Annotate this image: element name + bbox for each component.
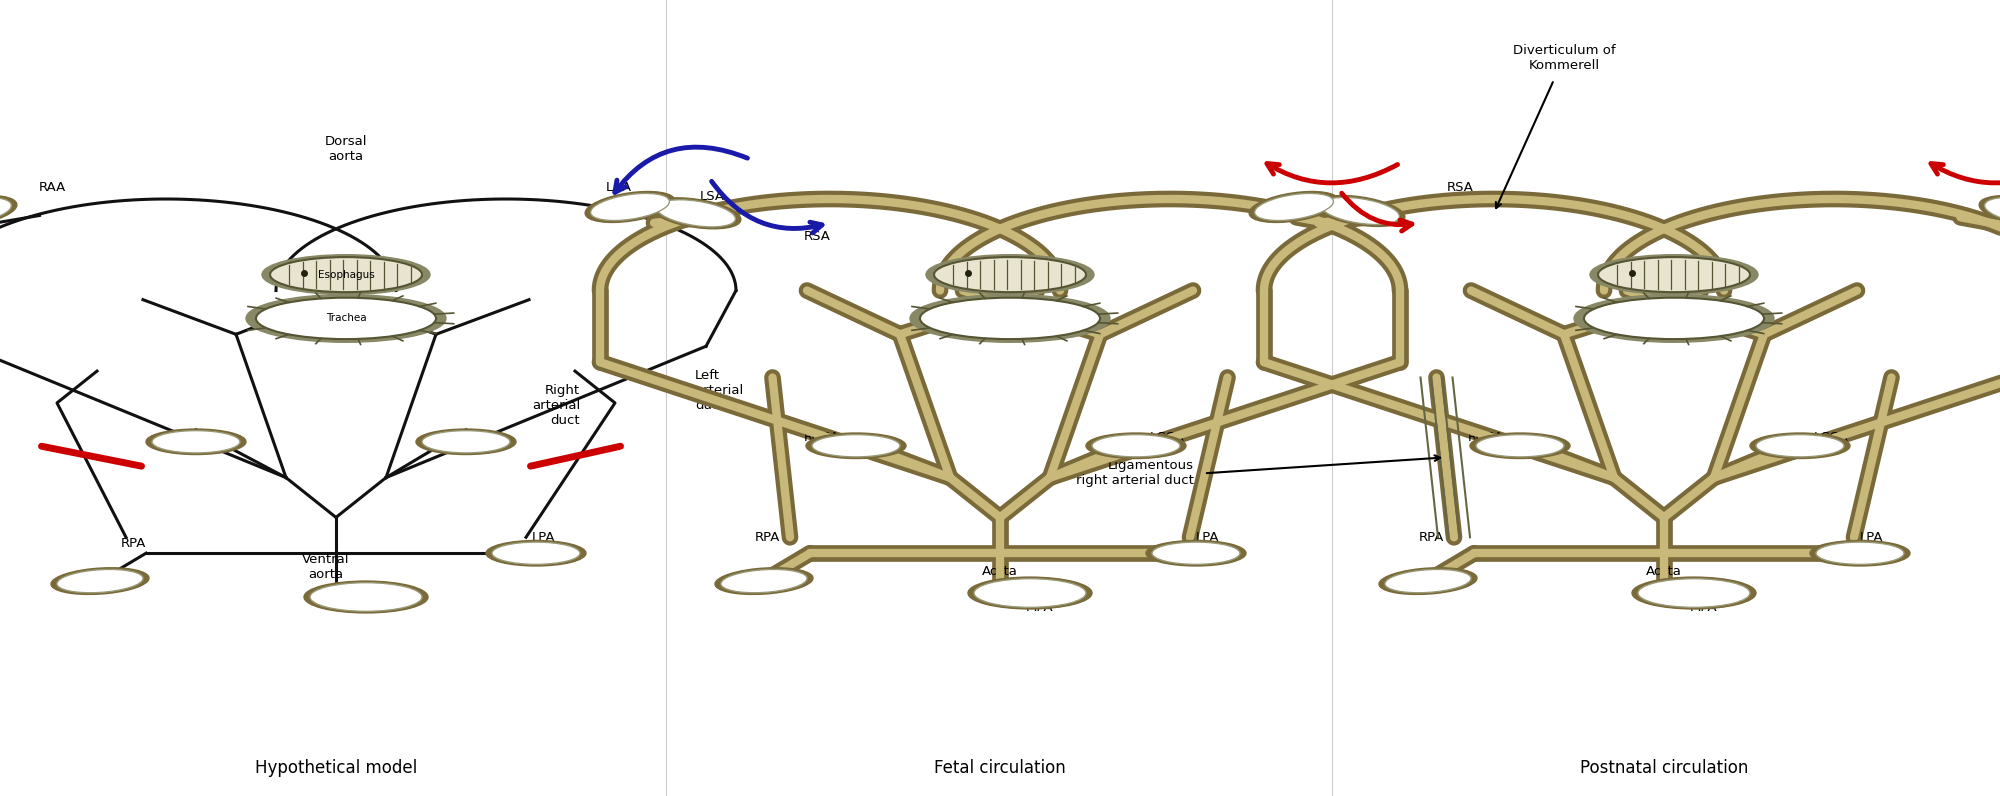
- Ellipse shape: [590, 193, 670, 220]
- Text: LCCA: LCCA: [1814, 431, 1848, 444]
- Text: LPA: LPA: [532, 531, 556, 544]
- Text: Aorta: Aorta: [1646, 565, 1682, 578]
- Ellipse shape: [246, 295, 446, 342]
- Ellipse shape: [1316, 196, 1404, 226]
- Text: Diverticulum of
Kommerell: Diverticulum of Kommerell: [1512, 44, 1616, 72]
- Text: Fetal circulation: Fetal circulation: [934, 759, 1066, 777]
- Text: Esophagus: Esophagus: [318, 270, 374, 279]
- Ellipse shape: [1320, 197, 1400, 224]
- Text: MPA: MPA: [1026, 601, 1054, 614]
- Text: Ventral
aorta: Ventral aorta: [302, 553, 350, 581]
- Text: LPA: LPA: [1860, 531, 1884, 544]
- Ellipse shape: [256, 298, 436, 339]
- Ellipse shape: [1086, 433, 1186, 458]
- Text: MPA: MPA: [362, 597, 390, 610]
- Ellipse shape: [586, 192, 674, 222]
- Ellipse shape: [1638, 579, 1750, 607]
- Text: RCCA: RCCA: [804, 431, 840, 444]
- Ellipse shape: [1810, 540, 1910, 566]
- Ellipse shape: [910, 295, 1110, 342]
- Text: Hypothetical model: Hypothetical model: [254, 759, 418, 777]
- Ellipse shape: [1152, 542, 1240, 564]
- Ellipse shape: [1756, 435, 1844, 457]
- Ellipse shape: [486, 540, 586, 566]
- Ellipse shape: [1250, 192, 1338, 222]
- Ellipse shape: [926, 255, 1094, 295]
- Text: RCCA: RCCA: [1468, 431, 1504, 444]
- Ellipse shape: [652, 198, 740, 228]
- Ellipse shape: [720, 569, 808, 593]
- Text: RPA: RPA: [1418, 531, 1444, 544]
- Ellipse shape: [50, 568, 150, 595]
- Text: RSA: RSA: [1448, 181, 1474, 193]
- Ellipse shape: [812, 435, 900, 457]
- Ellipse shape: [310, 583, 422, 611]
- Text: Ligamentous
right arterial duct: Ligamentous right arterial duct: [1076, 459, 1194, 487]
- Ellipse shape: [1590, 255, 1758, 295]
- Text: Postnatal circulation: Postnatal circulation: [1580, 759, 1748, 777]
- Ellipse shape: [146, 429, 246, 455]
- Ellipse shape: [56, 569, 144, 593]
- Ellipse shape: [1384, 569, 1472, 593]
- Text: LCCA: LCCA: [1150, 431, 1184, 444]
- Text: Trachea: Trachea: [326, 314, 366, 323]
- Ellipse shape: [1984, 197, 2000, 224]
- Ellipse shape: [1092, 435, 1180, 457]
- Ellipse shape: [270, 257, 422, 292]
- Text: LCCA: LCCA: [476, 438, 510, 451]
- Text: RCCA: RCCA: [150, 438, 186, 451]
- Ellipse shape: [1146, 540, 1246, 566]
- Text: Dorsal
aorta: Dorsal aorta: [324, 135, 368, 163]
- Ellipse shape: [1816, 542, 1904, 564]
- Ellipse shape: [0, 197, 12, 224]
- Ellipse shape: [152, 431, 240, 453]
- Ellipse shape: [1584, 298, 1764, 339]
- Text: LAA: LAA: [606, 181, 632, 193]
- Ellipse shape: [1750, 433, 1850, 458]
- Ellipse shape: [0, 196, 16, 226]
- Ellipse shape: [934, 257, 1086, 292]
- Ellipse shape: [304, 581, 428, 613]
- Ellipse shape: [714, 568, 814, 595]
- Text: LPA: LPA: [1196, 531, 1220, 544]
- Ellipse shape: [1632, 577, 1756, 609]
- Text: RAA: RAA: [38, 181, 66, 193]
- Text: RPA: RPA: [120, 537, 146, 550]
- Ellipse shape: [1476, 435, 1564, 457]
- Text: Right
arterial
duct: Right arterial duct: [532, 384, 580, 427]
- Ellipse shape: [1470, 433, 1570, 458]
- Ellipse shape: [1598, 257, 1750, 292]
- Ellipse shape: [1378, 568, 1478, 595]
- Ellipse shape: [1980, 196, 2000, 226]
- Text: LSA: LSA: [1370, 217, 1394, 229]
- Ellipse shape: [1574, 295, 1774, 342]
- Ellipse shape: [974, 579, 1086, 607]
- Ellipse shape: [492, 542, 580, 564]
- Ellipse shape: [262, 255, 430, 295]
- Ellipse shape: [422, 431, 510, 453]
- Ellipse shape: [656, 200, 736, 227]
- Text: Aorta: Aorta: [982, 565, 1018, 578]
- Text: RSA: RSA: [804, 230, 830, 243]
- Ellipse shape: [1254, 193, 1334, 220]
- Text: RPA: RPA: [754, 531, 780, 544]
- Text: LSA: LSA: [700, 190, 726, 203]
- Ellipse shape: [920, 298, 1100, 339]
- Text: Left
arterial
duct: Left arterial duct: [696, 369, 744, 412]
- Ellipse shape: [806, 433, 906, 458]
- Ellipse shape: [968, 577, 1092, 609]
- Ellipse shape: [416, 429, 516, 455]
- Text: MPA: MPA: [1690, 601, 1718, 614]
